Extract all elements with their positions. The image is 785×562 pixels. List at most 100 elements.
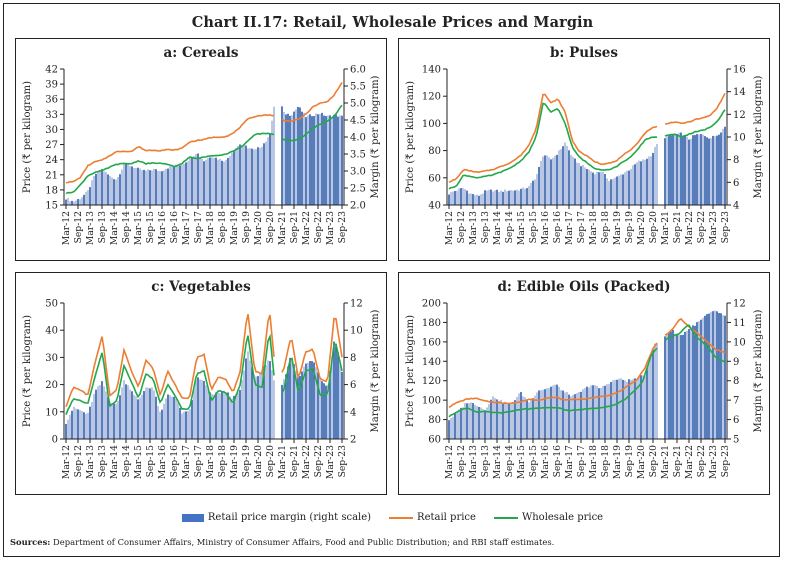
margin-bar xyxy=(65,199,67,205)
y-tick-label: 42 xyxy=(45,65,58,76)
margin-bar xyxy=(536,392,538,439)
margin-bar xyxy=(670,135,672,205)
margin-bar xyxy=(135,167,137,205)
margin-bar xyxy=(241,144,243,205)
margin-bar xyxy=(77,199,79,205)
margin-bar xyxy=(207,157,209,205)
margin-bar xyxy=(261,369,263,439)
margin-bar xyxy=(632,165,634,205)
margin-bar xyxy=(538,390,540,439)
margin-bar xyxy=(616,176,618,205)
margin-bar xyxy=(281,106,283,205)
margin-bar xyxy=(297,106,299,205)
margin-bar xyxy=(502,191,504,205)
margin-bar xyxy=(189,157,191,205)
margin-bar xyxy=(131,166,133,205)
margin-bar xyxy=(716,135,718,205)
margin-bar xyxy=(524,397,526,439)
margin-bar xyxy=(111,403,113,439)
margin-bar xyxy=(201,379,203,439)
margin-bar xyxy=(273,380,275,439)
margin-bar xyxy=(223,390,225,439)
margin-bar xyxy=(694,135,696,205)
margin-bar xyxy=(167,394,169,439)
margin-bar xyxy=(646,367,648,439)
margin-bar xyxy=(115,403,117,439)
margin-bar xyxy=(646,158,648,205)
margin-bar xyxy=(676,333,678,439)
margin-bar xyxy=(602,385,604,439)
margin-bar xyxy=(201,158,203,205)
margin-bar xyxy=(113,403,115,439)
margin-bar xyxy=(492,191,494,205)
margin-bar xyxy=(125,163,127,205)
y2-tick-label: 6 xyxy=(733,178,739,189)
margin-bar xyxy=(612,380,614,439)
margin-bar xyxy=(91,180,93,205)
x-tick-label: Mar-21 xyxy=(660,211,671,245)
margin-bar xyxy=(117,177,119,205)
margin-bar xyxy=(580,166,582,205)
margin-bar xyxy=(77,409,79,439)
y-tick-label: 80 xyxy=(428,146,441,157)
margin-bar xyxy=(81,411,83,439)
chart-svg-vegetables: 0 10 20 30 40 50 2 4 6 8 10 12 Price (₹ per kilogram… xyxy=(22,299,381,480)
margin-bar xyxy=(504,189,506,205)
margin-bar xyxy=(574,394,576,439)
margin-bar xyxy=(566,146,568,205)
y2-axis-title: Margin (₹ per kilogram) xyxy=(370,309,381,432)
margin-bar xyxy=(698,321,700,439)
margin-bar xyxy=(141,394,143,439)
x-tick-label: Sep-23 xyxy=(337,211,348,244)
margin-bar xyxy=(161,171,163,205)
margin-bar xyxy=(682,136,684,205)
y-tick-label: 36 xyxy=(45,95,58,106)
x-tick-label: Mar-20 xyxy=(253,211,264,245)
margin-bar xyxy=(714,310,716,439)
margin-bar xyxy=(305,363,307,439)
margin-bar xyxy=(494,398,496,439)
retail-price-line xyxy=(65,314,275,407)
legend: Retail price margin (right scale) Retail… xyxy=(0,512,785,523)
margin-bar xyxy=(674,333,676,439)
y2-tick-label: 4 xyxy=(350,407,356,418)
margin-bar xyxy=(301,371,303,439)
margin-bar xyxy=(724,315,726,439)
margin-bar xyxy=(722,315,724,439)
margin-bar xyxy=(161,409,163,439)
margin-bars xyxy=(448,310,726,439)
margin-bar xyxy=(157,171,159,205)
margin-bar xyxy=(704,315,706,439)
margin-bar xyxy=(490,189,492,205)
margin-bar xyxy=(606,384,608,439)
margin-bar xyxy=(209,157,211,205)
margin-bar xyxy=(676,133,678,205)
x-tick-label: Mar-22 xyxy=(301,211,312,245)
margin-bar xyxy=(73,406,75,439)
margin-bar xyxy=(588,387,590,439)
margin-bar xyxy=(560,390,562,439)
chart-frame xyxy=(3,3,780,557)
margin-bar xyxy=(708,138,710,205)
legend-label-retail: Retail price xyxy=(417,512,476,523)
margin-bar xyxy=(546,155,548,205)
margin-bar xyxy=(141,170,143,205)
margin-bar xyxy=(508,190,510,205)
retail-price-line xyxy=(664,317,726,354)
margin-bar xyxy=(331,356,333,439)
margin-bar xyxy=(628,170,630,205)
margin-bar xyxy=(255,149,257,205)
margin-bar xyxy=(153,390,155,439)
x-tick-label: Sep-13 xyxy=(97,445,108,478)
margin-bar xyxy=(183,411,185,439)
margin-bar xyxy=(516,396,518,439)
margin-bar xyxy=(145,170,147,205)
margin-bar xyxy=(85,191,87,205)
margin-bar xyxy=(448,194,450,205)
margin-bar xyxy=(462,407,464,439)
margin-bar xyxy=(452,416,454,439)
margin-bar xyxy=(640,161,642,205)
margin-bar xyxy=(530,182,532,205)
margin-bar xyxy=(638,376,640,439)
margin-bar xyxy=(570,155,572,205)
